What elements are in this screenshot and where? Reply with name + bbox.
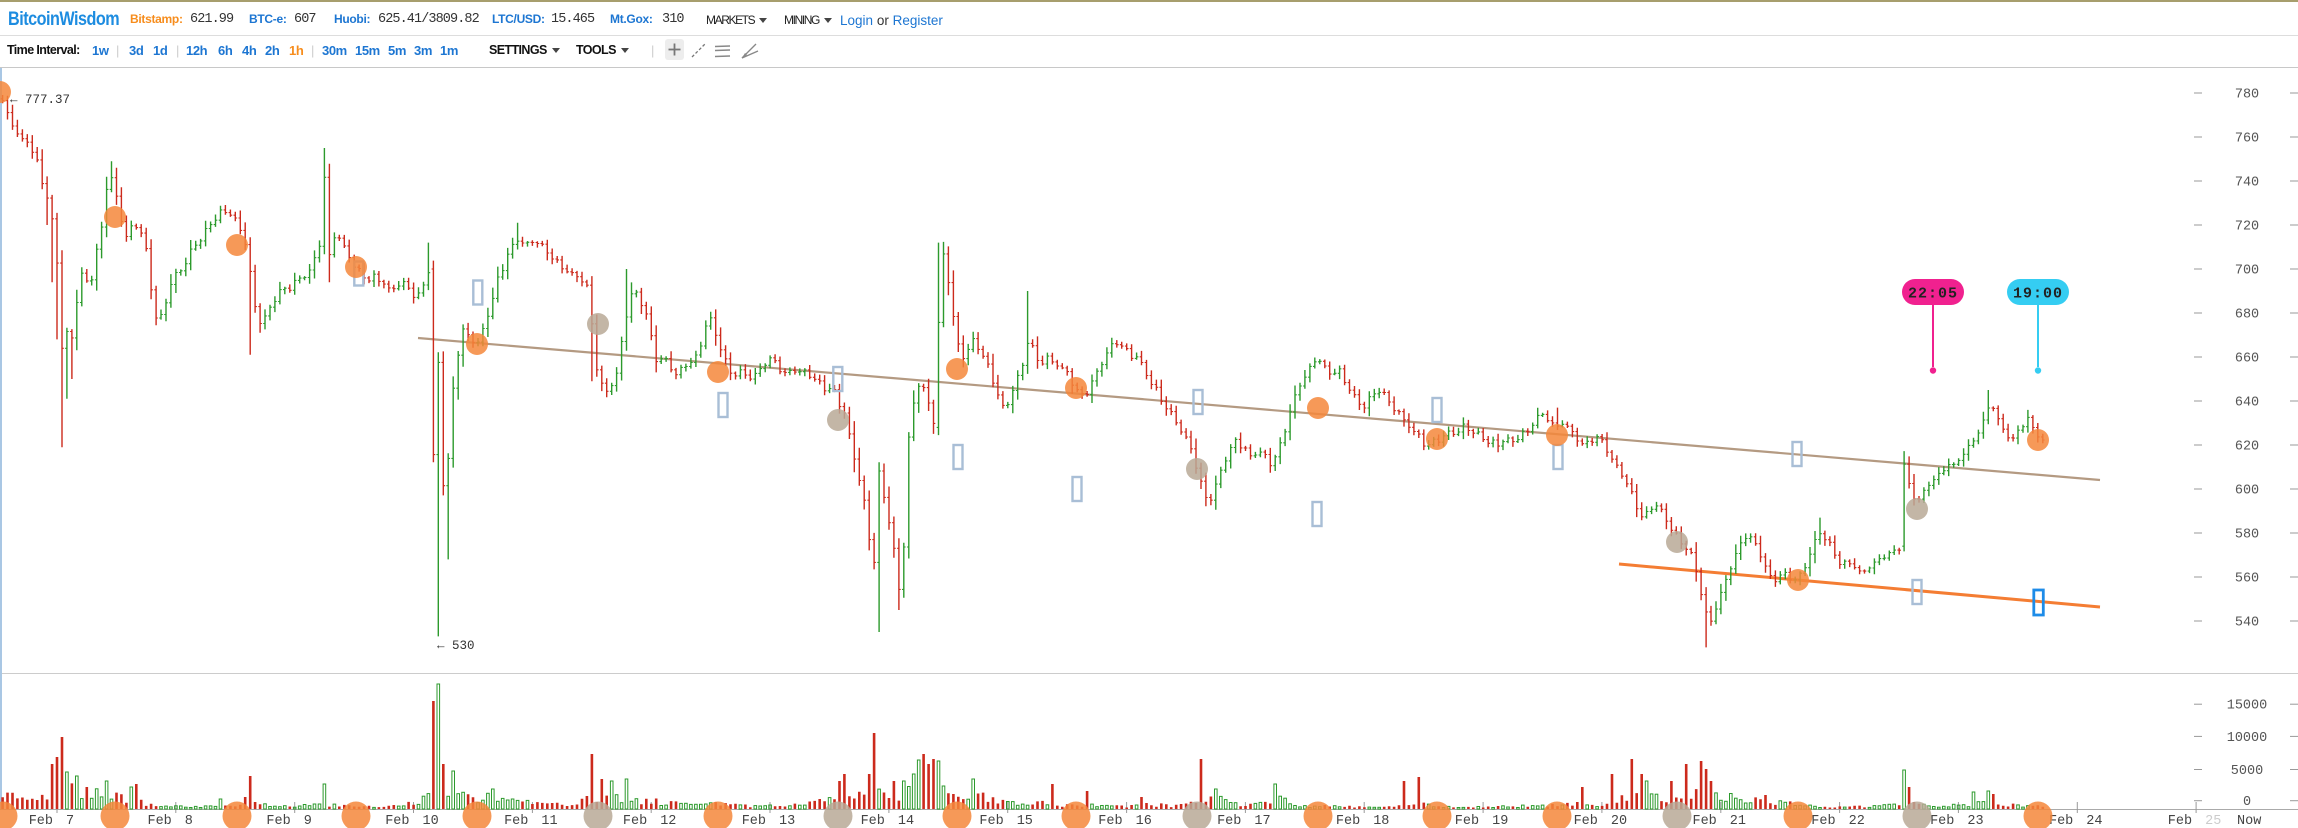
- svg-text:620: 620: [2235, 440, 2259, 455]
- svg-text:580: 580: [2235, 528, 2259, 543]
- svg-text:19:00: 19:00: [2013, 286, 2063, 303]
- svg-text:10000: 10000: [2227, 731, 2268, 746]
- svg-text:0: 0: [2243, 795, 2251, 810]
- svg-text:540: 540: [2235, 616, 2259, 631]
- svg-text:700: 700: [2235, 264, 2259, 279]
- svg-text:560: 560: [2235, 572, 2259, 587]
- svg-text:720: 720: [2235, 220, 2259, 235]
- svg-text:5000: 5000: [2231, 764, 2263, 779]
- svg-text:740: 740: [2235, 176, 2259, 191]
- svg-text:600: 600: [2235, 484, 2259, 499]
- svg-text:← 777.37: ← 777.37: [10, 93, 70, 107]
- svg-text:760: 760: [2235, 132, 2259, 147]
- svg-text:660: 660: [2235, 352, 2259, 367]
- svg-text:640: 640: [2235, 396, 2259, 411]
- svg-text:680: 680: [2235, 308, 2259, 323]
- svg-text:← 530: ← 530: [437, 639, 475, 653]
- svg-text:22:05: 22:05: [1908, 286, 1958, 303]
- svg-text:780: 780: [2235, 88, 2259, 103]
- svg-text:15000: 15000: [2227, 699, 2268, 714]
